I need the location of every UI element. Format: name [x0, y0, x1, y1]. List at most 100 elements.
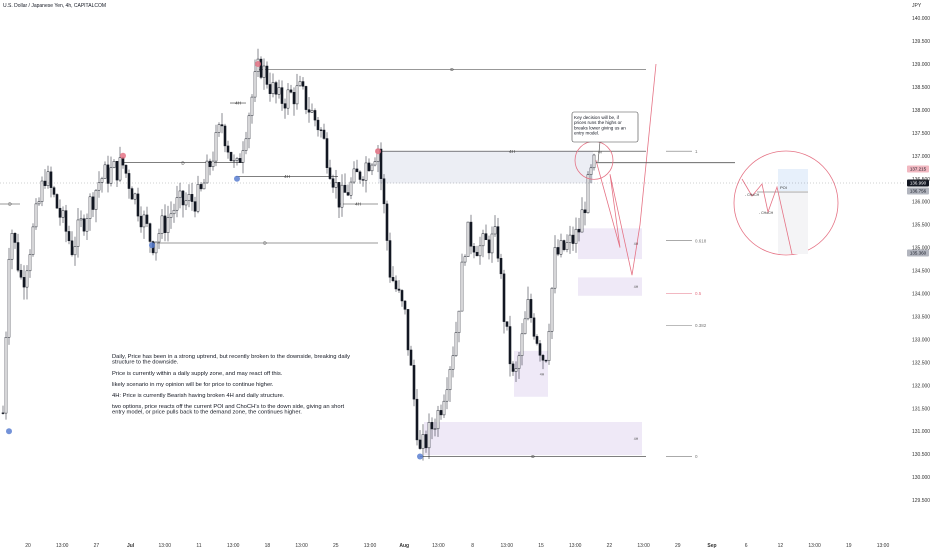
candle-down	[55, 194, 59, 209]
choch-label: - CHoCH	[745, 193, 760, 197]
price-badge	[907, 187, 929, 195]
candle-down	[511, 363, 515, 372]
candle-up	[553, 247, 557, 289]
candle-down	[58, 207, 62, 218]
annotations-layer: Key decision will be, if prices runs the …	[112, 111, 639, 415]
y-tick-label: 134.000	[912, 292, 930, 298]
x-tick-label: 13:00	[432, 543, 445, 549]
structure-line-label: 4H	[284, 174, 290, 179]
candle-down	[19, 269, 23, 278]
y-tick-label: 133.500	[912, 314, 930, 320]
entry-poi-zone	[778, 169, 808, 191]
candle-down	[52, 187, 56, 195]
candle-up	[445, 389, 449, 402]
candle-down	[148, 223, 152, 242]
x-tick-label: 8	[471, 543, 474, 549]
x-tick-label: 13:00	[637, 543, 650, 549]
y-tick-label: 131.000	[912, 429, 930, 435]
x-tick-label: Sep	[707, 543, 716, 549]
zone-label: 4H	[634, 242, 639, 246]
price-badge	[907, 249, 929, 257]
candle-up	[262, 65, 266, 78]
candle-down	[508, 326, 512, 365]
structure-line-label: D	[263, 241, 267, 246]
candle-up	[187, 194, 191, 201]
candle-down	[289, 89, 293, 93]
analysis-note-line: likely scenario in my opinion will be fo…	[112, 382, 274, 388]
candle-up	[169, 213, 173, 218]
candle-up	[232, 160, 236, 162]
y-tick-label: 137.500	[912, 131, 930, 137]
x-tick-label: 6	[745, 543, 748, 549]
x-tick-label: 19	[846, 543, 852, 549]
candle-down	[16, 242, 20, 271]
x-tick-label: 13:00	[227, 543, 240, 549]
y-tick-label: 137.000	[912, 154, 930, 160]
structure-line-label: 4H	[355, 202, 361, 207]
candle-down	[409, 349, 413, 366]
candle-down	[1, 412, 5, 414]
candle-down	[535, 336, 539, 344]
candle-down	[226, 145, 230, 153]
candle-up	[250, 96, 254, 116]
candle-down	[418, 439, 422, 449]
structure-line-label: 4H	[235, 101, 241, 106]
candle-down	[265, 65, 269, 85]
y-tick-label: 138.000	[912, 108, 930, 114]
candle-up	[460, 261, 464, 312]
candle-down	[346, 192, 350, 196]
candle-up	[118, 157, 122, 181]
x-tick-label: 15	[538, 543, 544, 549]
candle-up	[109, 167, 113, 184]
x-tick-label: 13:00	[877, 543, 890, 549]
swing-point-marker	[255, 61, 261, 67]
candle-down	[397, 288, 401, 291]
candle-down	[304, 86, 308, 110]
y-tick-label: 133.000	[912, 337, 930, 343]
focus-label: 4H	[598, 151, 602, 155]
x-tick-label: 13:00	[56, 543, 69, 549]
y-tick-label: 139.000	[912, 62, 930, 68]
candle-down	[313, 110, 317, 121]
candle-up	[79, 218, 83, 221]
y-tick-label: 130.500	[912, 452, 930, 458]
price-badge-label: 136.990	[910, 181, 927, 186]
candle-down	[181, 190, 185, 206]
candle-up	[559, 240, 563, 255]
fib-level-label: 0.618	[695, 238, 707, 243]
callout-line: prices runs the highs or	[574, 120, 622, 125]
candle-down	[43, 180, 47, 186]
price-badge-label: 136.756	[910, 189, 927, 194]
candle-up	[37, 201, 41, 205]
demand-zone	[578, 277, 642, 296]
callout-line: entry model.	[574, 131, 599, 136]
candle-up	[247, 115, 251, 140]
structure-lines-layer: D D D D D 4H 4H 4H 4H 1 0.618 0.5 0.382 0	[0, 67, 707, 459]
candle-down	[391, 277, 395, 282]
candle-down	[424, 434, 428, 449]
candle-down	[487, 239, 491, 254]
candle-up	[298, 81, 302, 87]
x-tick-label: 13:00	[501, 543, 514, 549]
candle-up	[277, 87, 281, 95]
currency-label: JPY	[912, 3, 922, 9]
candle-down	[496, 226, 500, 259]
candle-up	[196, 184, 200, 212]
candle-up	[514, 368, 518, 372]
candle-down	[220, 124, 224, 127]
y-tick-label: 134.500	[912, 269, 930, 275]
candle-down	[544, 360, 548, 362]
candle-down	[388, 240, 392, 278]
candle-down	[499, 258, 503, 275]
x-tick-label: 13:00	[159, 543, 172, 549]
y-tick-label: 135.000	[912, 246, 930, 252]
x-tick-label: Aug	[399, 543, 409, 549]
projection-path	[595, 63, 657, 276]
candle-up	[157, 233, 161, 243]
candle-up	[448, 369, 452, 391]
fib-level-label: 0.5	[695, 291, 702, 296]
candle-down	[502, 273, 506, 322]
candle-down	[328, 167, 332, 179]
y-tick-label: 132.500	[912, 360, 930, 366]
